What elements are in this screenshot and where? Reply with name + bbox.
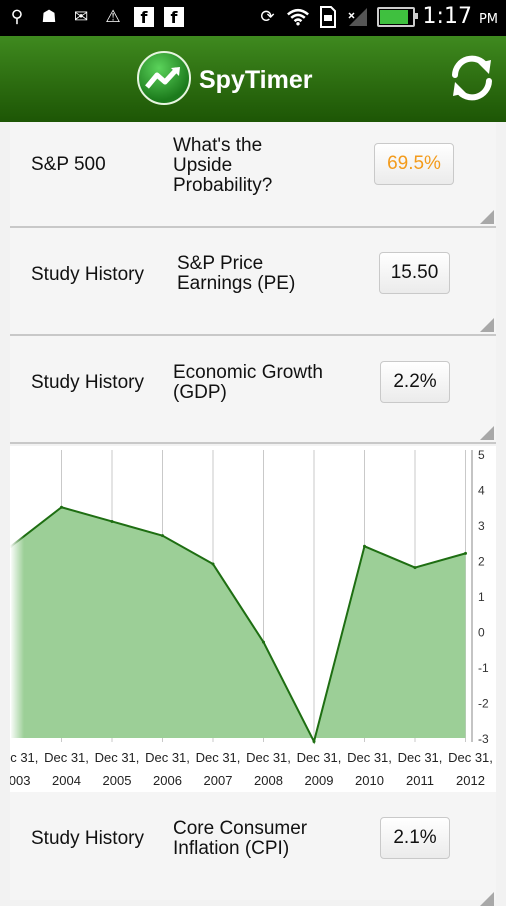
- x-tick-label-bottom: 2011: [406, 773, 434, 788]
- card-description-line: Core Consumer: [173, 818, 308, 839]
- card-description-line: Inflation (CPI): [173, 838, 290, 859]
- clock-ampm: PM: [478, 12, 498, 27]
- alert-icon: ⚠: [105, 7, 121, 27]
- refresh-button[interactable]: [444, 50, 500, 106]
- data-point: [262, 640, 265, 644]
- data-point: [413, 566, 417, 570]
- app-title: SpyTimer: [199, 66, 313, 94]
- expand-corner-icon: [480, 210, 494, 224]
- signal-icon: [347, 6, 369, 28]
- expand-corner-icon: [480, 426, 494, 440]
- x-tick-label-bottom: 2010: [355, 773, 384, 788]
- gdp-value-button[interactable]: 2.2%: [380, 361, 450, 403]
- y-tick-label: 4: [478, 484, 485, 498]
- usb-icon: ⚲: [10, 7, 24, 27]
- facebook-icon: f: [164, 7, 184, 27]
- edge-fade: [10, 446, 24, 742]
- x-tick-label-bottom: 2012: [456, 773, 485, 788]
- card-left-label: Study History: [31, 372, 144, 393]
- x-tick-label-top: Dec 31,: [246, 750, 291, 765]
- card-description-line: Probability?: [173, 175, 273, 196]
- gmail-icon: ✉: [73, 7, 89, 27]
- clock-time: 1:17: [422, 4, 472, 29]
- data-point: [211, 562, 215, 566]
- card-description-line: (GDP): [173, 382, 227, 403]
- sync-icon: ⟳: [260, 6, 275, 27]
- card-description: Core Consumer Inflation (CPI): [173, 819, 307, 859]
- refresh-icon: [452, 55, 492, 101]
- x-tick-label-bottom: 2003: [10, 773, 30, 788]
- gdp-area-chart: 5 4 3 2 1 0 -1 -2 -3 Dec 31, 2003 Dec 31, 2004 Dec 31…: [0, 446, 493, 788]
- system-icons: ⟳ 1:17 PM: [257, 4, 498, 29]
- x-tick-label-bottom: 2008: [254, 773, 283, 788]
- gdp-card: Study History Economic Growth (GDP) 2.2%: [10, 336, 496, 444]
- android-debug-icon: ☗: [41, 7, 57, 27]
- expand-corner-icon: [480, 892, 494, 906]
- card-description: What's the Upside Probability?: [173, 136, 272, 196]
- cpi-card: Study History Core Consumer Inflation (C…: [10, 792, 496, 906]
- upside-probability-value-button[interactable]: 69.5%: [374, 143, 454, 185]
- notification-icons: ⚲ ☗ ✉ ⚠ f f: [6, 6, 184, 28]
- x-tick-label-bottom: 2006: [153, 773, 182, 788]
- x-tick-label-top: Dec 31,: [297, 750, 342, 765]
- card-left-label: Study History: [31, 828, 144, 849]
- data-point: [312, 740, 316, 744]
- y-tick-label: 2: [478, 555, 485, 569]
- x-tick-label-bottom: 2004: [52, 773, 81, 788]
- card-description: Economic Growth (GDP): [173, 363, 323, 403]
- expand-corner-icon: [480, 318, 494, 332]
- data-point: [60, 505, 63, 509]
- x-tick-label-top: Dec 31,: [44, 750, 89, 765]
- y-tick-label: 0: [478, 626, 485, 640]
- data-point: [464, 551, 467, 555]
- x-tick-label-top: Dec 31,: [145, 750, 190, 765]
- series-area: [11, 507, 466, 742]
- data-point: [110, 519, 114, 523]
- y-tick-label: -1: [478, 661, 489, 675]
- x-tick-label-top: Dec 31,: [448, 750, 493, 765]
- x-tick-label-top: Dec 31,: [398, 750, 443, 765]
- card-description: S&P Price Earnings (PE): [177, 254, 295, 294]
- battery-icon: [376, 6, 418, 27]
- facebook-icon: f: [134, 7, 154, 27]
- y-tick-label: 1: [478, 590, 485, 604]
- gdp-history-chart: 5 4 3 2 1 0 -1 -2 -3 Dec 31, 2003 Dec 31, 2004 Dec 31…: [0, 446, 496, 792]
- card-left-label: Study History: [31, 264, 144, 285]
- y-tick-label: 5: [478, 448, 485, 462]
- x-tick-label-bottom: 2007: [204, 773, 233, 788]
- x-tick-label-top: Dec 31,: [196, 750, 241, 765]
- card-description-line: S&P Price: [177, 253, 264, 274]
- pe-card: Study History S&P Price Earnings (PE) 15…: [10, 228, 496, 336]
- card-description-line: What's the: [173, 135, 263, 156]
- data-point: [161, 534, 164, 538]
- data-point: [363, 544, 366, 548]
- wifi-icon: [286, 6, 309, 28]
- cpi-value-button[interactable]: 2.1%: [380, 817, 450, 859]
- sd-card-icon: [317, 5, 339, 28]
- card-left-label: S&P 500: [31, 154, 106, 175]
- series-line: [10, 506, 466, 745]
- x-tick-label-top: Dec 31,: [347, 750, 392, 765]
- y-tick-label: -3: [478, 732, 489, 746]
- card-description-line: Earnings (PE): [177, 273, 296, 294]
- x-tick-label-bottom: 2005: [103, 773, 132, 788]
- x-tick-label-top: Dec 31,: [10, 750, 38, 765]
- y-tick-label: -2: [478, 697, 489, 711]
- card-description-line: Upside: [173, 155, 233, 176]
- spytimer-logo-icon: [137, 51, 191, 105]
- pe-value-button[interactable]: 15.50: [379, 252, 450, 294]
- card-description-line: Economic Growth: [173, 362, 323, 383]
- x-tick-label-top: Dec 31,: [95, 750, 140, 765]
- clock: 1:17 PM: [423, 4, 498, 29]
- status-bar: ⚲ ☗ ✉ ⚠ f f ⟳ 1:17 PM: [0, 0, 506, 36]
- y-tick-label: 3: [478, 519, 485, 533]
- upside-probability-card: S&P 500 What's the Upside Probability? 6…: [10, 122, 496, 228]
- x-tick-label-bottom: 2009: [305, 773, 334, 788]
- app-bar: SpyTimer: [0, 36, 506, 122]
